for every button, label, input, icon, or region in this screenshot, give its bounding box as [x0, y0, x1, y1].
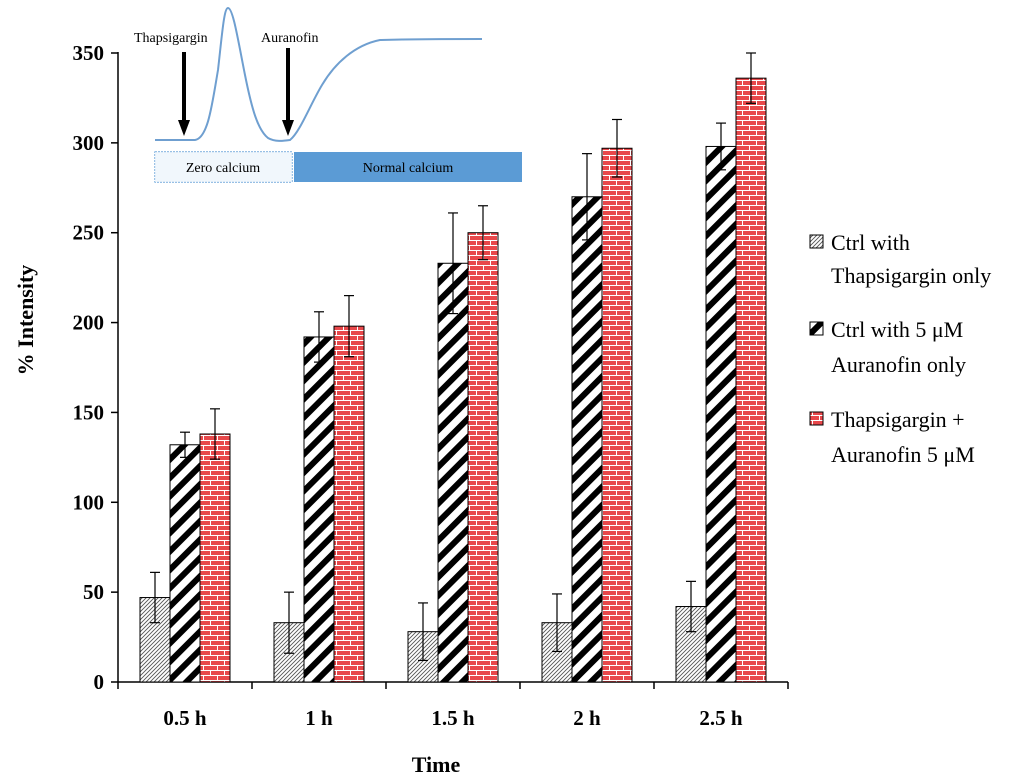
- x-tick-label: 1.5 h: [431, 706, 475, 730]
- error-bar: [746, 52, 756, 104]
- error-bar: [582, 153, 592, 241]
- legend-label: Thapsigargin +: [831, 407, 965, 432]
- legend-label: Thapsigargin only: [831, 263, 991, 288]
- y-tick-label: 300: [73, 131, 105, 155]
- normal-calcium-bar: [294, 152, 522, 182]
- x-tick-label: 2 h: [573, 706, 601, 730]
- bar: [705, 145, 737, 683]
- legend-swatch-ctrl-thapsigargin: [809, 234, 824, 249]
- calcium-trace: [155, 6, 483, 142]
- error-bar: [478, 205, 488, 261]
- error-bar: [284, 591, 294, 654]
- bar: [169, 444, 201, 683]
- y-tick-label: 0: [94, 670, 105, 694]
- arrow-down-icon: [282, 48, 294, 136]
- zero-calcium-label: Zero calcium: [186, 161, 260, 176]
- y-tick-label: 100: [73, 490, 105, 514]
- bar: [437, 262, 469, 683]
- arrow-down-icon: [178, 52, 190, 136]
- x-tick-label: 0.5 h: [163, 706, 207, 730]
- inset-label-thapsigargin: Thapsigargin: [134, 31, 208, 46]
- y-axis-title: % Intensity: [13, 265, 38, 376]
- x-tick-label: 1 h: [305, 706, 333, 730]
- bar: [571, 196, 603, 683]
- inset-label-auranofin: Auranofin: [261, 31, 319, 46]
- y-tick-label: 350: [73, 41, 105, 65]
- normal-calcium-label: Normal calcium: [363, 161, 454, 176]
- error-bar: [552, 593, 562, 653]
- legend-label: Auranofin 5 μM: [831, 442, 975, 467]
- legend-label: Auranofin only: [831, 352, 966, 377]
- error-bar: [686, 580, 696, 633]
- error-bar: [180, 431, 190, 458]
- x-axis-title: Time: [412, 752, 461, 777]
- error-bar: [210, 408, 220, 460]
- bar: [139, 597, 171, 683]
- legend-label: Ctrl with 5 μM: [831, 317, 963, 342]
- error-bar: [344, 295, 354, 358]
- bar: [303, 336, 335, 683]
- y-tick-label: 50: [83, 580, 104, 604]
- error-bar: [716, 122, 726, 171]
- inset-diagram: Thapsigargin Auranofin Zero calcium Norm…: [134, 6, 522, 183]
- error-bar: [612, 118, 622, 178]
- bar: [735, 77, 767, 683]
- error-bar: [314, 311, 324, 363]
- y-tick-label: 250: [73, 221, 105, 245]
- error-bar: [150, 571, 160, 624]
- bar: [601, 147, 633, 683]
- legend: Ctrl with Thapsigargin only Ctrl with 5 …: [809, 230, 991, 467]
- legend-swatch-ctrl-auranofin: [809, 321, 824, 336]
- bar: [467, 232, 499, 683]
- error-bar: [448, 212, 458, 315]
- bar: [199, 433, 231, 683]
- bar: [333, 325, 365, 683]
- legend-swatch-combined: [809, 411, 824, 426]
- legend-label: Ctrl with: [831, 230, 910, 255]
- x-tick-label: 2.5 h: [699, 706, 743, 730]
- y-tick-label: 150: [73, 400, 105, 424]
- error-bar: [418, 602, 428, 662]
- y-tick-label: 200: [73, 311, 105, 335]
